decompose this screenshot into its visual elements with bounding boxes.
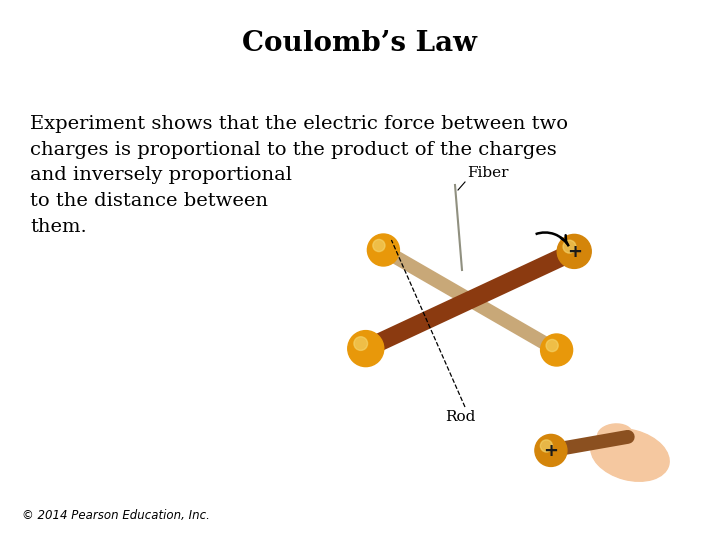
Text: Coulomb’s Law: Coulomb’s Law bbox=[243, 30, 477, 57]
Circle shape bbox=[557, 234, 591, 268]
Circle shape bbox=[373, 239, 385, 252]
Circle shape bbox=[367, 234, 400, 266]
Circle shape bbox=[563, 240, 576, 253]
Ellipse shape bbox=[591, 429, 669, 481]
Text: © 2014 Pearson Education, Inc.: © 2014 Pearson Education, Inc. bbox=[22, 509, 210, 522]
Circle shape bbox=[354, 337, 368, 350]
Text: +: + bbox=[544, 442, 559, 460]
Text: Rod: Rod bbox=[445, 410, 475, 424]
Circle shape bbox=[348, 330, 384, 367]
Ellipse shape bbox=[598, 424, 632, 446]
Text: Experiment shows that the electric force between two
charges is proportional to : Experiment shows that the electric force… bbox=[30, 115, 568, 236]
Circle shape bbox=[540, 440, 552, 452]
Circle shape bbox=[541, 334, 572, 366]
Text: +: + bbox=[567, 243, 582, 261]
Circle shape bbox=[535, 434, 567, 467]
Text: Fiber: Fiber bbox=[467, 166, 508, 180]
Circle shape bbox=[546, 340, 558, 352]
